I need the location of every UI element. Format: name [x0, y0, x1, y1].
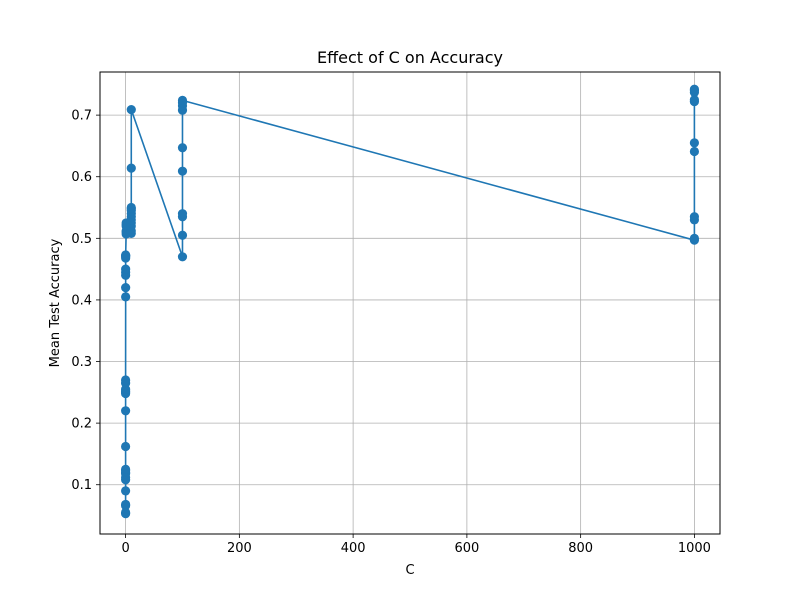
data-point: [126, 202, 136, 213]
data-point: [177, 230, 188, 240]
data-point: [126, 104, 136, 115]
data-point: [689, 95, 700, 105]
x-tick-label: 0: [121, 541, 129, 556]
data-point: [689, 212, 700, 222]
data-point: [121, 464, 131, 474]
data-point: [121, 264, 131, 274]
y-tick-label: 0.6: [71, 170, 92, 185]
data-point: [121, 499, 131, 510]
data-point: [121, 406, 131, 416]
series-layer: [121, 84, 700, 519]
data-point: [121, 283, 131, 293]
x-tick-label: 600: [454, 541, 479, 556]
y-axis-label: Mean Test Accuracy: [48, 238, 63, 367]
data-point: [689, 146, 700, 157]
data-point: [689, 233, 700, 243]
data-point: [121, 486, 131, 496]
data-point: [689, 138, 700, 148]
data-point: [121, 292, 131, 302]
data-point: [689, 84, 700, 94]
axis-ticks: 0 200 400 600 800 1000 0.1 0.2 0.3 0.4 0.5 0.6 0.7: [71, 109, 711, 556]
grid-lines: [100, 72, 720, 534]
data-point: [121, 441, 131, 452]
data-point: [121, 250, 131, 260]
y-tick-label: 0.5: [71, 232, 92, 247]
data-point: [177, 143, 188, 153]
y-tick-label: 0.4: [71, 293, 92, 308]
data-point: [121, 507, 131, 518]
x-tick-label: 1000: [678, 541, 711, 556]
plot-frame: [99, 71, 721, 535]
x-axis-label: C: [405, 563, 414, 578]
y-tick-label: 0.2: [71, 417, 92, 432]
data-point: [126, 163, 136, 173]
x-tick-label: 400: [341, 541, 366, 556]
data-point: [177, 209, 188, 219]
y-tick-label: 0.7: [71, 109, 92, 124]
data-point: [177, 95, 188, 105]
y-tick-label: 0.1: [71, 478, 92, 493]
chart-title: Effect of C on Accuracy: [317, 48, 503, 67]
data-point: [177, 252, 188, 262]
y-tick-label: 0.3: [71, 355, 92, 370]
data-point: [121, 375, 131, 385]
data-point: [177, 166, 188, 176]
x-tick-label: 800: [568, 541, 593, 556]
x-tick-label: 200: [227, 541, 252, 556]
